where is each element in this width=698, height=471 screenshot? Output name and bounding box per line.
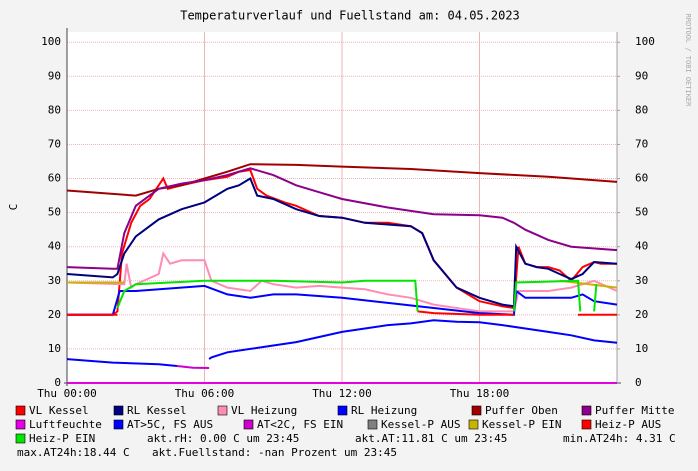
y-tick-label: 10 [48,342,61,355]
y2-tick-label: 20 [635,308,648,321]
legend-label: RL Kessel [127,404,187,417]
y-tick-label: 90 [48,69,61,82]
stat-text: min.AT24h: 4.31 C [563,432,676,445]
series-line [67,284,618,316]
y-axis-label: C [7,204,20,211]
legend-swatch [581,419,592,430]
legend-label: VL Heizung [231,404,297,417]
legend-swatch [217,405,228,416]
legend-label: Luftfeuchte [29,418,102,431]
y-tick-label: 60 [48,172,61,185]
y2-tick-label: 30 [635,274,648,287]
x-tick-label: Thu 00:00 [37,387,97,400]
legend-swatch [337,405,348,416]
y2-tick-label: 90 [635,69,648,82]
y-tick-label: 100 [41,35,61,48]
series-line [67,310,617,316]
legend-label: Puffer Mitte [595,404,674,417]
y-tick-label: 40 [48,240,61,253]
series-line [66,167,618,270]
y2-tick-label: 70 [635,137,648,150]
y2-tick-label: 80 [635,103,648,116]
series-line [116,279,598,312]
x-tick-label: Thu 18:00 [450,387,510,400]
legend-swatch [468,419,479,430]
legend-swatch [15,433,26,444]
x-tick-label: Thu 12:00 [312,387,372,400]
series-line [66,177,618,308]
x-tick-label: Thu 06:00 [175,387,235,400]
legend-swatch [243,419,254,430]
y-tick-label: 50 [48,206,61,219]
legend-label: Heiz-P EIN [29,432,95,445]
chart-title: Temperaturverlauf und Fuellstand am: 04.… [180,9,520,23]
series-line [66,319,618,367]
y2-tick-label: 0 [635,376,642,389]
legend-swatch [15,419,26,430]
y-tick-label: 20 [48,308,61,321]
series-line [66,251,618,313]
legend-label: Heiz-P AUS [595,418,661,431]
legend-label: Kessel-P EIN [482,418,561,431]
y2-tick-label: 10 [635,342,648,355]
stat-text: akt.AT:11.81 C um 23:45 [355,432,507,445]
legend-swatch [113,405,124,416]
legend-swatch [581,405,592,416]
y-tick-label: 0 [54,376,61,389]
series-line [176,365,210,369]
y2-tick-label: 40 [635,240,648,253]
y2-tick-label: 50 [635,206,648,219]
legend-label: AT<2C, FS EIN [257,418,343,431]
stat-text: max.AT24h:18.44 C [17,446,130,459]
legend-label: Puffer Oben [485,404,558,417]
legend-swatch [367,419,378,430]
y-tick-label: 30 [48,274,61,287]
y-tick-label: 80 [48,103,61,116]
y-tick-label: 70 [48,137,61,150]
legend-label: AT>5C, FS AUS [127,418,213,431]
stat-text: akt.rH: 0.00 C um 23:45 [147,432,299,445]
legend-label: RL Heizung [351,404,417,417]
legend-swatch [113,419,124,430]
stat-text: akt.Fuellstand: -nan Prozent um 23:45 [152,446,397,459]
watermark: RRDTOOL / TOBI OETIKER [684,14,692,108]
y2-tick-label: 100 [635,35,655,48]
legend-swatch [471,405,482,416]
legend-swatch [15,405,26,416]
legend-label: Kessel-P AUS [381,418,460,431]
legend-label: VL Kessel [29,404,89,417]
y2-tick-label: 60 [635,172,648,185]
